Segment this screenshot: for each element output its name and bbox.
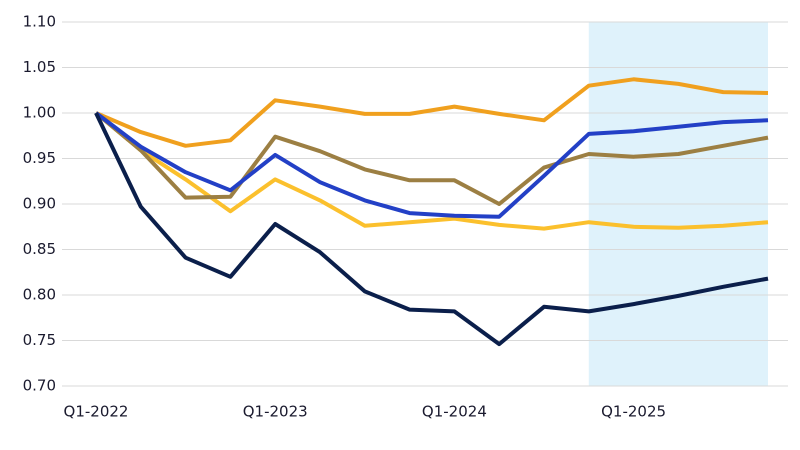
series-line [94, 111, 769, 206]
x-tick-label: Q1-2024 [422, 403, 487, 421]
y-tick-label: 1.00 [23, 104, 56, 122]
series-line [95, 77, 769, 148]
y-tick-label: 0.85 [23, 240, 56, 258]
y-tick-label: 0.95 [23, 149, 56, 167]
x-tick-label: Q1-2022 [64, 403, 129, 421]
y-tick-label: 0.70 [23, 377, 56, 395]
x-tick-label: Q1-2025 [601, 403, 666, 421]
x-tick-label: Q1-2023 [243, 403, 308, 421]
series-line [94, 111, 769, 219]
y-tick-label: 0.80 [23, 286, 56, 304]
y-tick-label: 1.05 [23, 58, 56, 76]
y-tick-label: 1.10 [23, 13, 56, 31]
series-line [94, 112, 769, 347]
y-tick-label: 0.90 [23, 195, 56, 213]
y-tick-label: 0.75 [23, 331, 56, 349]
